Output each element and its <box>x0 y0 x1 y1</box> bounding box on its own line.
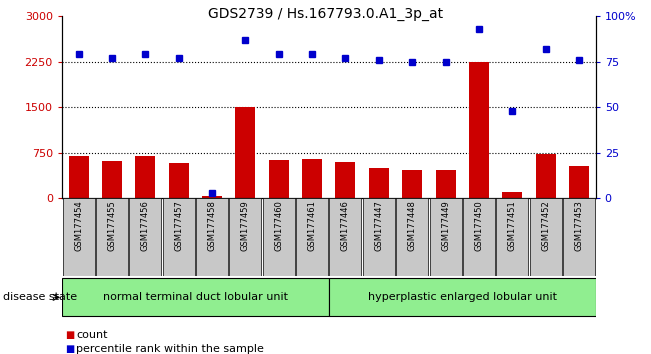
Bar <box>302 159 322 198</box>
Text: GSM177457: GSM177457 <box>174 201 183 251</box>
Bar <box>335 162 355 198</box>
Bar <box>329 198 361 276</box>
Bar <box>236 107 255 198</box>
Text: GSM177450: GSM177450 <box>475 201 484 251</box>
Text: disease state: disease state <box>3 292 77 302</box>
Bar <box>135 156 155 198</box>
Text: GSM177449: GSM177449 <box>441 201 450 251</box>
Bar <box>229 198 261 276</box>
Bar <box>536 154 556 198</box>
Text: hyperplastic enlarged lobular unit: hyperplastic enlarged lobular unit <box>368 292 557 302</box>
Text: GSM177455: GSM177455 <box>107 201 117 251</box>
Bar <box>369 169 389 198</box>
Text: GSM177446: GSM177446 <box>341 201 350 251</box>
Text: GSM177461: GSM177461 <box>307 201 316 251</box>
Bar <box>402 170 422 198</box>
Bar <box>503 192 522 198</box>
Bar <box>530 198 562 276</box>
Text: count: count <box>76 330 107 339</box>
Bar <box>430 198 462 276</box>
Bar <box>463 198 495 276</box>
Bar <box>130 198 161 276</box>
Bar <box>68 156 89 198</box>
Text: normal terminal duct lobular unit: normal terminal duct lobular unit <box>103 292 288 302</box>
Text: percentile rank within the sample: percentile rank within the sample <box>76 344 264 354</box>
Bar <box>329 278 596 316</box>
Text: GSM177458: GSM177458 <box>208 201 217 251</box>
Bar <box>496 198 528 276</box>
Bar <box>96 198 128 276</box>
Text: GSM177460: GSM177460 <box>274 201 283 251</box>
Bar <box>263 198 295 276</box>
Bar <box>569 166 589 198</box>
Text: ■: ■ <box>65 344 74 354</box>
Bar <box>296 198 328 276</box>
Bar <box>202 196 222 198</box>
Bar <box>102 161 122 198</box>
Bar <box>62 278 329 316</box>
Text: GSM177447: GSM177447 <box>374 201 383 251</box>
Bar <box>269 160 289 198</box>
Bar <box>396 198 428 276</box>
Text: GSM177454: GSM177454 <box>74 201 83 251</box>
Text: GSM177459: GSM177459 <box>241 201 250 251</box>
Bar <box>163 198 195 276</box>
Text: GSM177451: GSM177451 <box>508 201 517 251</box>
Text: GSM177456: GSM177456 <box>141 201 150 251</box>
Bar <box>363 198 395 276</box>
Bar <box>469 62 489 198</box>
Bar <box>62 198 94 276</box>
Bar <box>169 163 189 198</box>
Bar <box>196 198 228 276</box>
Text: GSM177453: GSM177453 <box>574 201 583 251</box>
Text: ■: ■ <box>65 330 74 339</box>
Text: GDS2739 / Hs.167793.0.A1_3p_at: GDS2739 / Hs.167793.0.A1_3p_at <box>208 7 443 21</box>
Text: GSM177452: GSM177452 <box>541 201 550 251</box>
Text: GSM177448: GSM177448 <box>408 201 417 251</box>
Bar <box>436 170 456 198</box>
Bar <box>563 198 595 276</box>
